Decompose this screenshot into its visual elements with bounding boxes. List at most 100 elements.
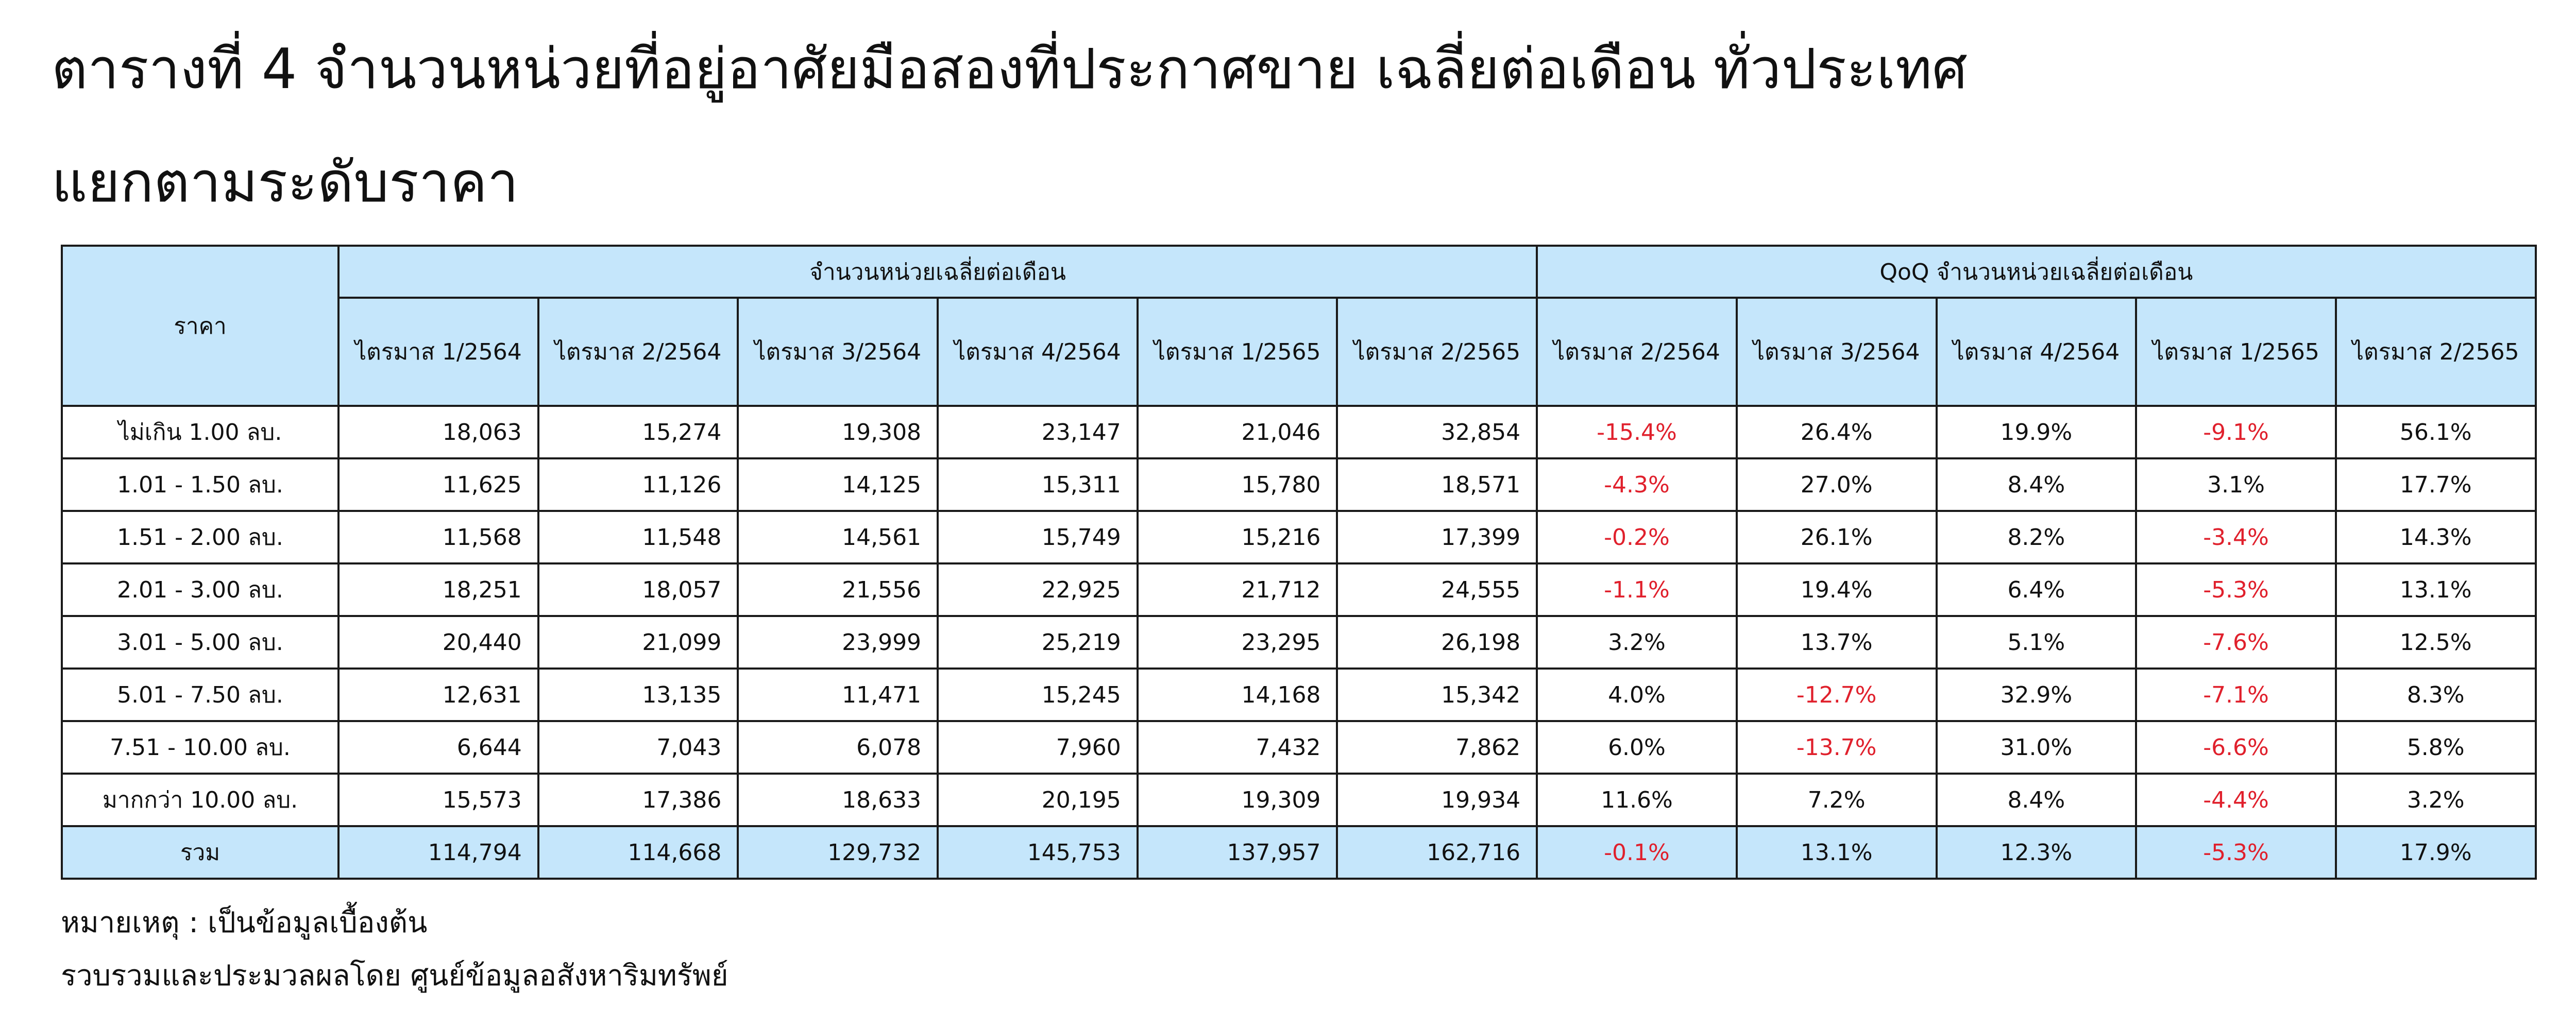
qoq-quarter-header: ไตรมาส 4/2564 [1935, 297, 2138, 407]
source-note: รวบรวมและประมวลผลโดย ศูนย์ข้อมูลอสังหาริ… [61, 959, 728, 992]
qoq-cell: 6.4% [1935, 562, 2138, 617]
units-cell: 21,046 [1136, 405, 1338, 459]
units-cell: 15,274 [537, 405, 739, 459]
units-cell: 114,668 [537, 825, 739, 880]
units-group-header: จำนวนหน่วยเฉลี่ยต่อเดือน [337, 245, 1538, 299]
qoq-cell: -5.3% [2135, 562, 2337, 617]
qoq-quarter-header: ไตรมาส 1/2565 [2135, 297, 2337, 407]
price-range-label: ไม่เกิน 1.00 ลบ. [61, 405, 340, 459]
price-column-header: ราคา [61, 245, 340, 407]
units-cell: 21,099 [537, 615, 739, 670]
qoq-cell: 56.1% [2334, 405, 2537, 459]
qoq-cell: 17.7% [2334, 457, 2537, 512]
qoq-cell: -12.7% [1735, 667, 1938, 722]
units-cell: 15,780 [1136, 457, 1338, 512]
qoq-cell: 4.0% [1536, 667, 1738, 722]
units-cell: 7,432 [1136, 720, 1338, 775]
qoq-cell: 27.0% [1735, 457, 1938, 512]
units-cell: 14,168 [1136, 667, 1338, 722]
qoq-quarter-header: ไตรมาส 2/2565 [2334, 297, 2537, 407]
units-cell: 15,573 [337, 773, 539, 827]
price-range-label: 1.51 - 2.00 ลบ. [61, 510, 340, 564]
units-cell: 24,555 [1336, 562, 1538, 617]
units-cell: 13,135 [537, 667, 739, 722]
qoq-cell: 5.1% [1935, 615, 2138, 670]
units-cell: 25,219 [937, 615, 1139, 670]
units-cell: 20,195 [937, 773, 1139, 827]
qoq-cell: 8.2% [1935, 510, 2138, 564]
table-row: 5.01 - 7.50 ลบ. 12,631 13,135 11,471 15,245 1… [61, 667, 2537, 722]
units-quarter-header: ไตรมาส 1/2565 [1136, 297, 1338, 407]
units-cell: 11,471 [737, 667, 939, 722]
units-quarter-header: ไตรมาส 3/2564 [737, 297, 939, 407]
units-cell: 14,125 [737, 457, 939, 512]
units-cell: 21,712 [1136, 562, 1338, 617]
units-cell: 19,308 [737, 405, 939, 459]
units-cell: 6,644 [337, 720, 539, 775]
qoq-cell: 7.2% [1735, 773, 1938, 827]
units-cell: 15,749 [937, 510, 1139, 564]
qoq-cell: 14.3% [2334, 510, 2537, 564]
units-cell: 23,295 [1136, 615, 1338, 670]
units-cell: 19,934 [1336, 773, 1538, 827]
qoq-cell: 26.4% [1735, 405, 1938, 459]
units-quarter-header: ไตรมาส 2/2565 [1336, 297, 1538, 407]
units-cell: 15,245 [937, 667, 1139, 722]
qoq-cell: -3.4% [2135, 510, 2337, 564]
qoq-cell: -0.1% [1536, 825, 1738, 880]
units-cell: 6,078 [737, 720, 939, 775]
qoq-cell: 8.3% [2334, 667, 2537, 722]
units-cell: 11,568 [337, 510, 539, 564]
units-cell: 145,753 [937, 825, 1139, 880]
units-cell: 18,057 [537, 562, 739, 617]
units-cell: 15,342 [1336, 667, 1538, 722]
qoq-cell: 8.4% [1935, 457, 2138, 512]
qoq-cell: 13.7% [1735, 615, 1938, 670]
units-cell: 11,625 [337, 457, 539, 512]
price-level-table: ราคา จำนวนหน่วยเฉลี่ยต่อเดือน QoQ จำนวนห… [61, 245, 2537, 880]
units-cell: 11,548 [537, 510, 739, 564]
price-range-label: 1.01 - 1.50 ลบ. [61, 457, 340, 512]
qoq-cell: 17.9% [2334, 825, 2537, 880]
qoq-cell: 32.9% [1935, 667, 2138, 722]
qoq-cell: 6.0% [1536, 720, 1738, 775]
qoq-cell: -15.4% [1536, 405, 1738, 459]
units-cell: 17,399 [1336, 510, 1538, 564]
units-cell: 15,311 [937, 457, 1139, 512]
units-cell: 23,147 [937, 405, 1139, 459]
table-row: ไม่เกิน 1.00 ลบ. 18,063 15,274 19,308 23,147… [61, 405, 2537, 459]
units-cell: 18,633 [737, 773, 939, 827]
total-row: รวม 114,794 114,668 129,732 145,753 137,957 16… [61, 825, 2537, 880]
units-cell: 18,251 [337, 562, 539, 617]
units-quarter-header: ไตรมาส 2/2564 [537, 297, 739, 407]
units-cell: 114,794 [337, 825, 539, 880]
units-cell: 12,631 [337, 667, 539, 722]
price-range-label: มากกว่า 10.00 ลบ. [61, 773, 340, 827]
qoq-cell: 19.9% [1935, 405, 2138, 459]
qoq-cell: 12.5% [2334, 615, 2537, 670]
table-title: ตารางที่ 4 จำนวนหน่วยที่อยู่อาศัยมือสองท… [52, 37, 1968, 101]
qoq-cell: -5.3% [2135, 825, 2337, 880]
qoq-cell: 31.0% [1935, 720, 2138, 775]
table-row: 1.51 - 2.00 ลบ. 11,568 11,548 14,561 15,749 1… [61, 510, 2537, 564]
qoq-cell: 5.8% [2334, 720, 2537, 775]
units-cell: 21,556 [737, 562, 939, 617]
price-range-label: 2.01 - 3.00 ลบ. [61, 562, 340, 617]
qoq-cell: 3.1% [2135, 457, 2337, 512]
units-cell: 14,561 [737, 510, 939, 564]
units-cell: 162,716 [1336, 825, 1538, 880]
qoq-cell: -7.1% [2135, 667, 2337, 722]
table-row: 3.01 - 5.00 ลบ. 20,440 21,099 23,999 25,219 2… [61, 615, 2537, 670]
units-cell: 11,126 [537, 457, 739, 512]
units-cell: 26,198 [1336, 615, 1538, 670]
qoq-cell: -0.2% [1536, 510, 1738, 564]
qoq-cell: -7.6% [2135, 615, 2337, 670]
units-cell: 20,440 [337, 615, 539, 670]
qoq-cell: -4.3% [1536, 457, 1738, 512]
qoq-cell: 3.2% [1536, 615, 1738, 670]
units-quarter-header: ไตรมาส 4/2564 [937, 297, 1139, 407]
units-cell: 7,043 [537, 720, 739, 775]
qoq-cell: 19.4% [1735, 562, 1938, 617]
units-cell: 18,063 [337, 405, 539, 459]
table-row: 1.01 - 1.50 ลบ. 11,625 11,126 14,125 15,311 1… [61, 457, 2537, 512]
